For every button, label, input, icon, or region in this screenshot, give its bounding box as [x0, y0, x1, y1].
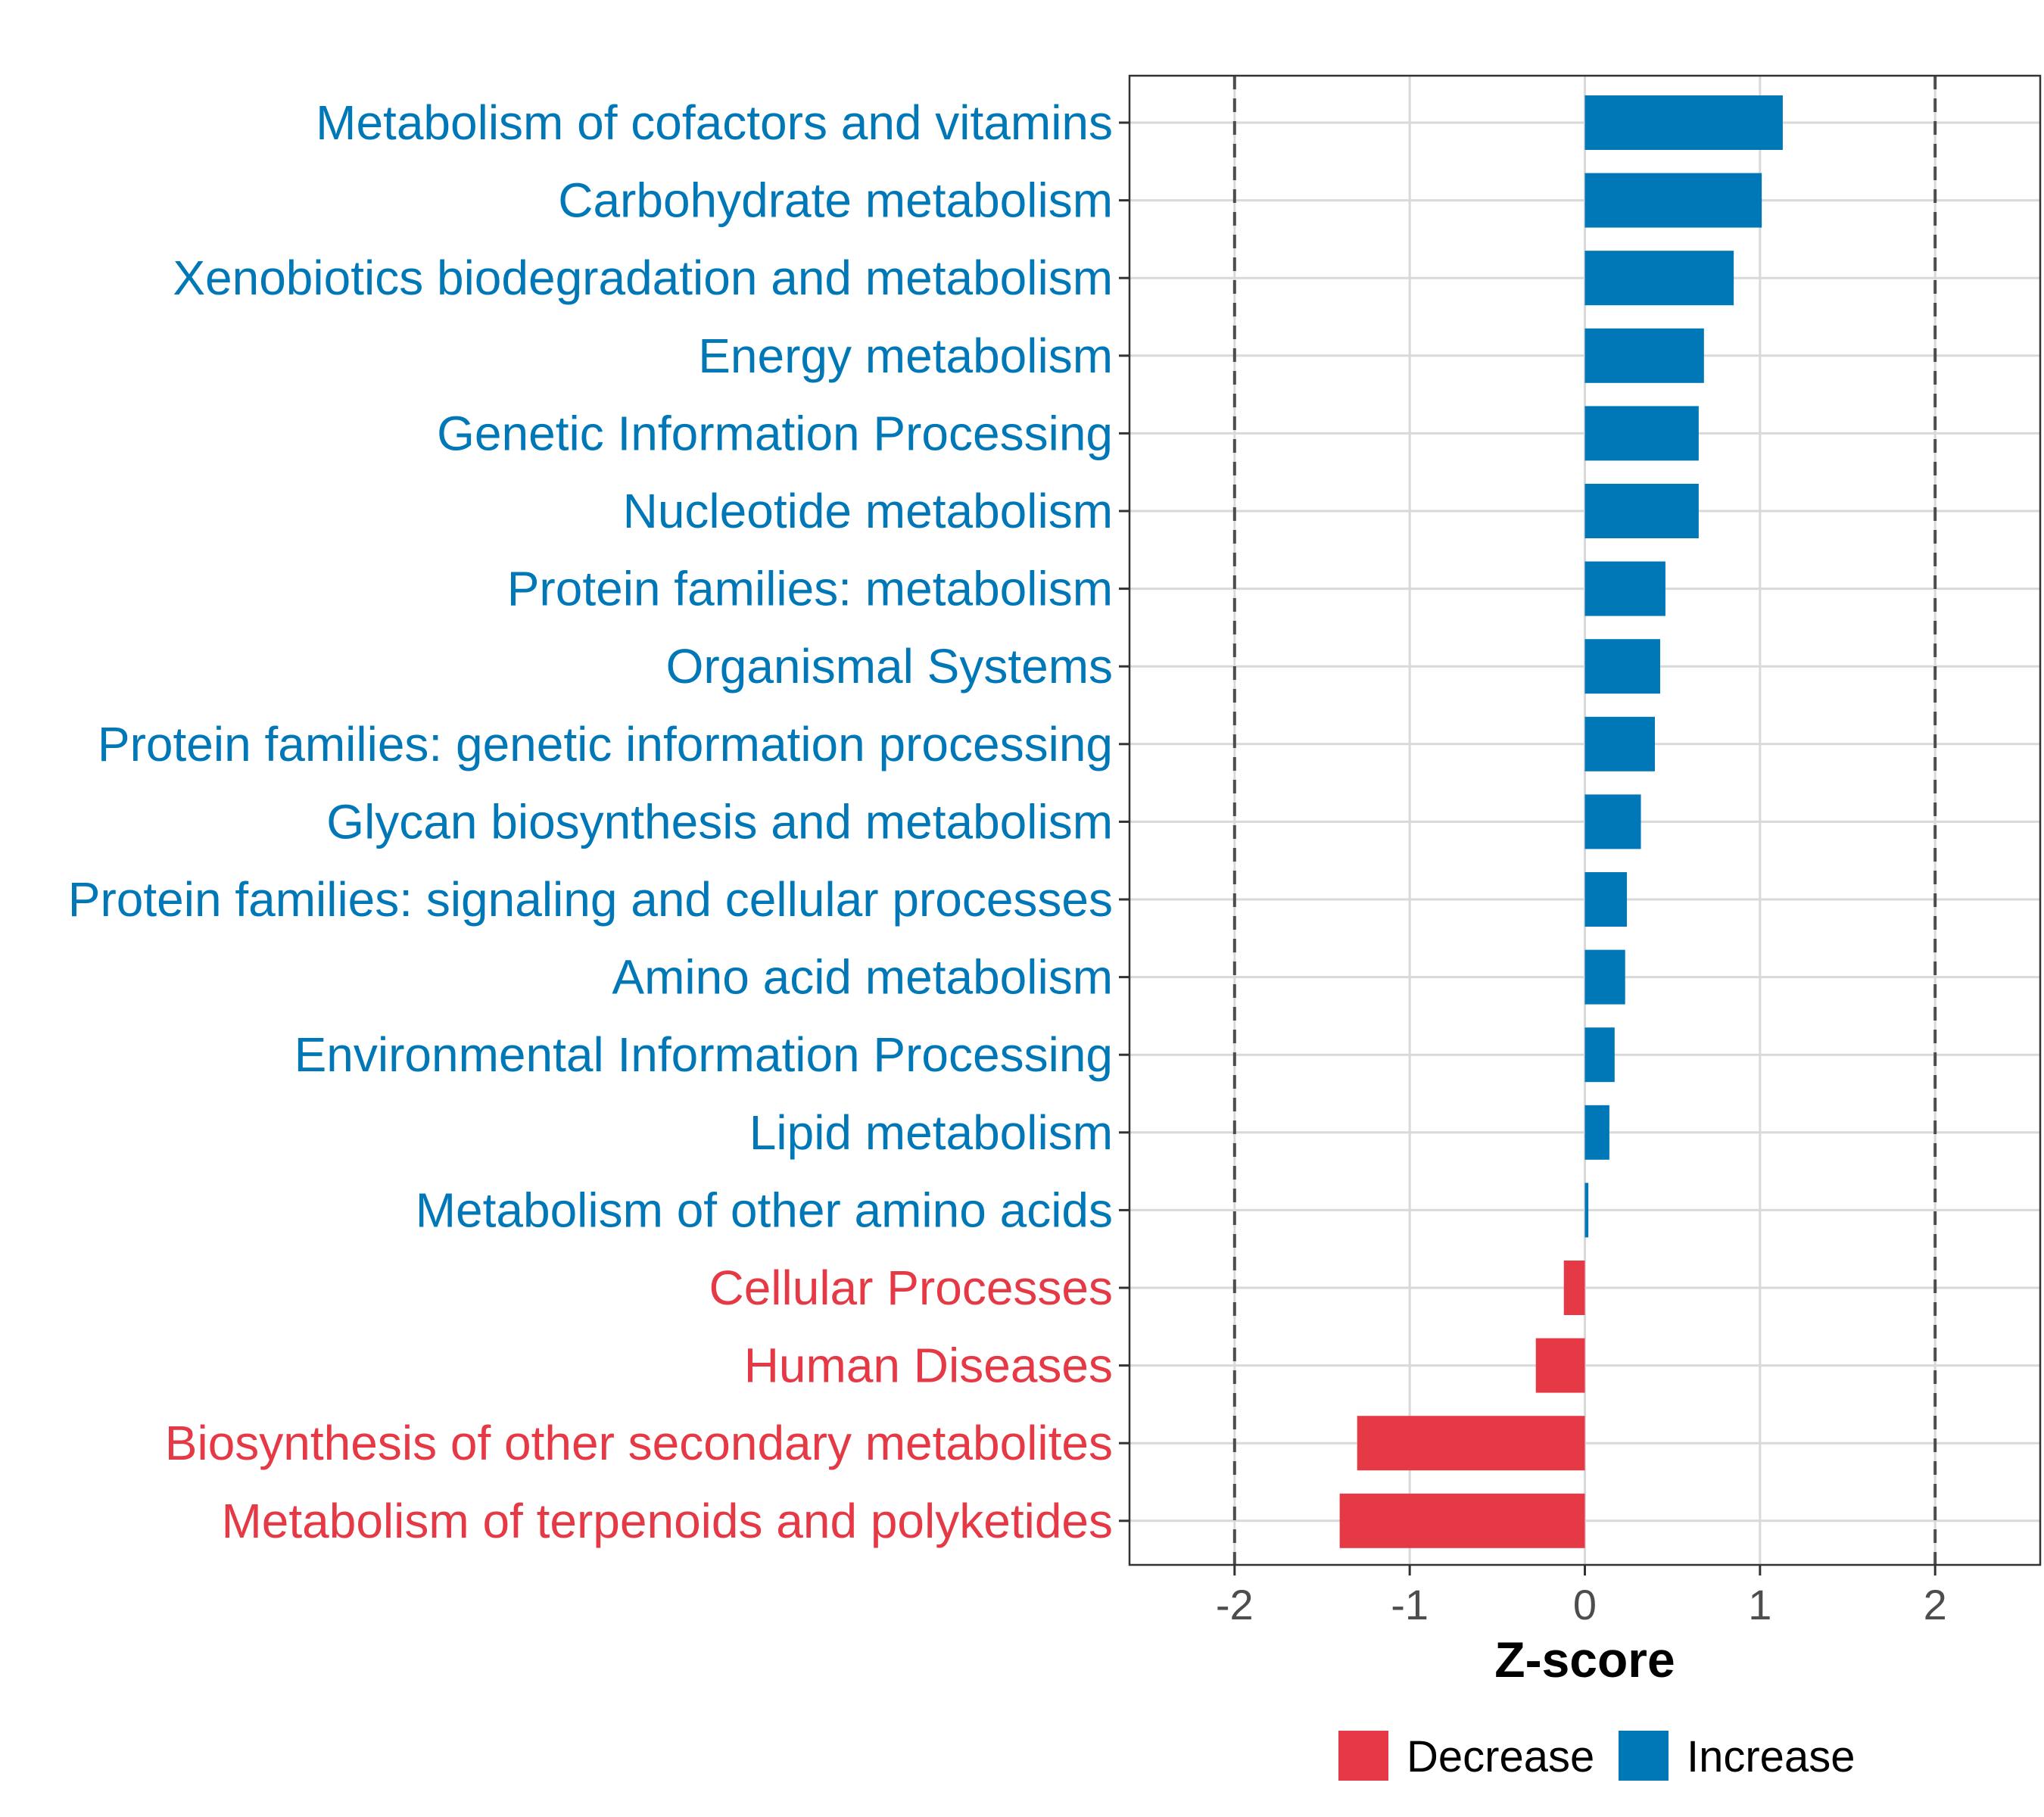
category-label: Organismal Systems: [666, 639, 1113, 693]
legend-swatch: [1338, 1731, 1388, 1781]
category-label: Glycan biosynthesis and metabolism: [326, 794, 1113, 849]
category-label: Xenobiotics biodegradation and metabolis…: [173, 251, 1113, 305]
category-label: Biosynthesis of other secondary metaboli…: [165, 1416, 1113, 1470]
bar: [1584, 406, 1699, 461]
bar: [1584, 1183, 1589, 1238]
bar: [1584, 173, 1762, 228]
category-label: Genetic Information Processing: [437, 406, 1113, 460]
legend-swatch: [1619, 1731, 1669, 1781]
legend-label: Decrease: [1407, 1732, 1594, 1781]
bar: [1584, 639, 1660, 694]
x-tick-label: 1: [1748, 1581, 1771, 1628]
bar: [1584, 561, 1665, 616]
bar: [1584, 872, 1628, 927]
category-label: Human Diseases: [744, 1339, 1113, 1393]
category-label: Metabolism of terpenoids and polyketides: [221, 1494, 1113, 1548]
category-label: Protein families: signaling and cellular…: [68, 872, 1113, 927]
bars: [1339, 95, 1783, 1548]
category-label: Metabolism of cofactors and vitamins: [316, 95, 1113, 150]
category-label: Carbohydrate metabolism: [558, 173, 1113, 228]
category-label: Environmental Information Processing: [294, 1027, 1113, 1082]
bar: [1584, 484, 1699, 538]
category-label: Nucleotide metabolism: [623, 484, 1113, 538]
x-axis-ticks: -2 -1 0 1 2: [1216, 1565, 1947, 1628]
bar: [1584, 794, 1641, 849]
bar: [1584, 949, 1625, 1005]
bar: [1584, 1027, 1615, 1083]
bar: [1584, 716, 1656, 771]
x-tick-label: 0: [1573, 1581, 1597, 1628]
category-label: Cellular Processes: [709, 1261, 1113, 1315]
x-tick-label: -1: [1391, 1581, 1429, 1628]
bar: [1535, 1338, 1585, 1393]
x-tick-label: 2: [1924, 1581, 1947, 1628]
x-axis-title: Z-score: [1494, 1632, 1675, 1688]
bar: [1584, 251, 1734, 306]
bar: [1584, 328, 1704, 383]
bar: [1584, 1105, 1609, 1160]
category-label: Energy metabolism: [698, 329, 1113, 383]
category-label: Protein families: metabolism: [507, 562, 1113, 616]
category-label: Protein families: genetic information pr…: [98, 717, 1113, 771]
category-label: Metabolism of other amino acids: [416, 1183, 1113, 1237]
bar: [1584, 95, 1783, 150]
legend-label: Increase: [1687, 1732, 1855, 1781]
category-label: Lipid metabolism: [749, 1105, 1113, 1160]
bar: [1339, 1493, 1585, 1548]
bar: [1563, 1261, 1585, 1315]
x-tick-label: -2: [1216, 1581, 1254, 1628]
bar: [1357, 1416, 1585, 1471]
category-labels: Metabolism of cofactors and vitamins Carb…: [68, 95, 1129, 1548]
category-label: Amino acid metabolism: [612, 950, 1113, 1005]
legend: Decrease Increase: [1338, 1731, 1855, 1781]
